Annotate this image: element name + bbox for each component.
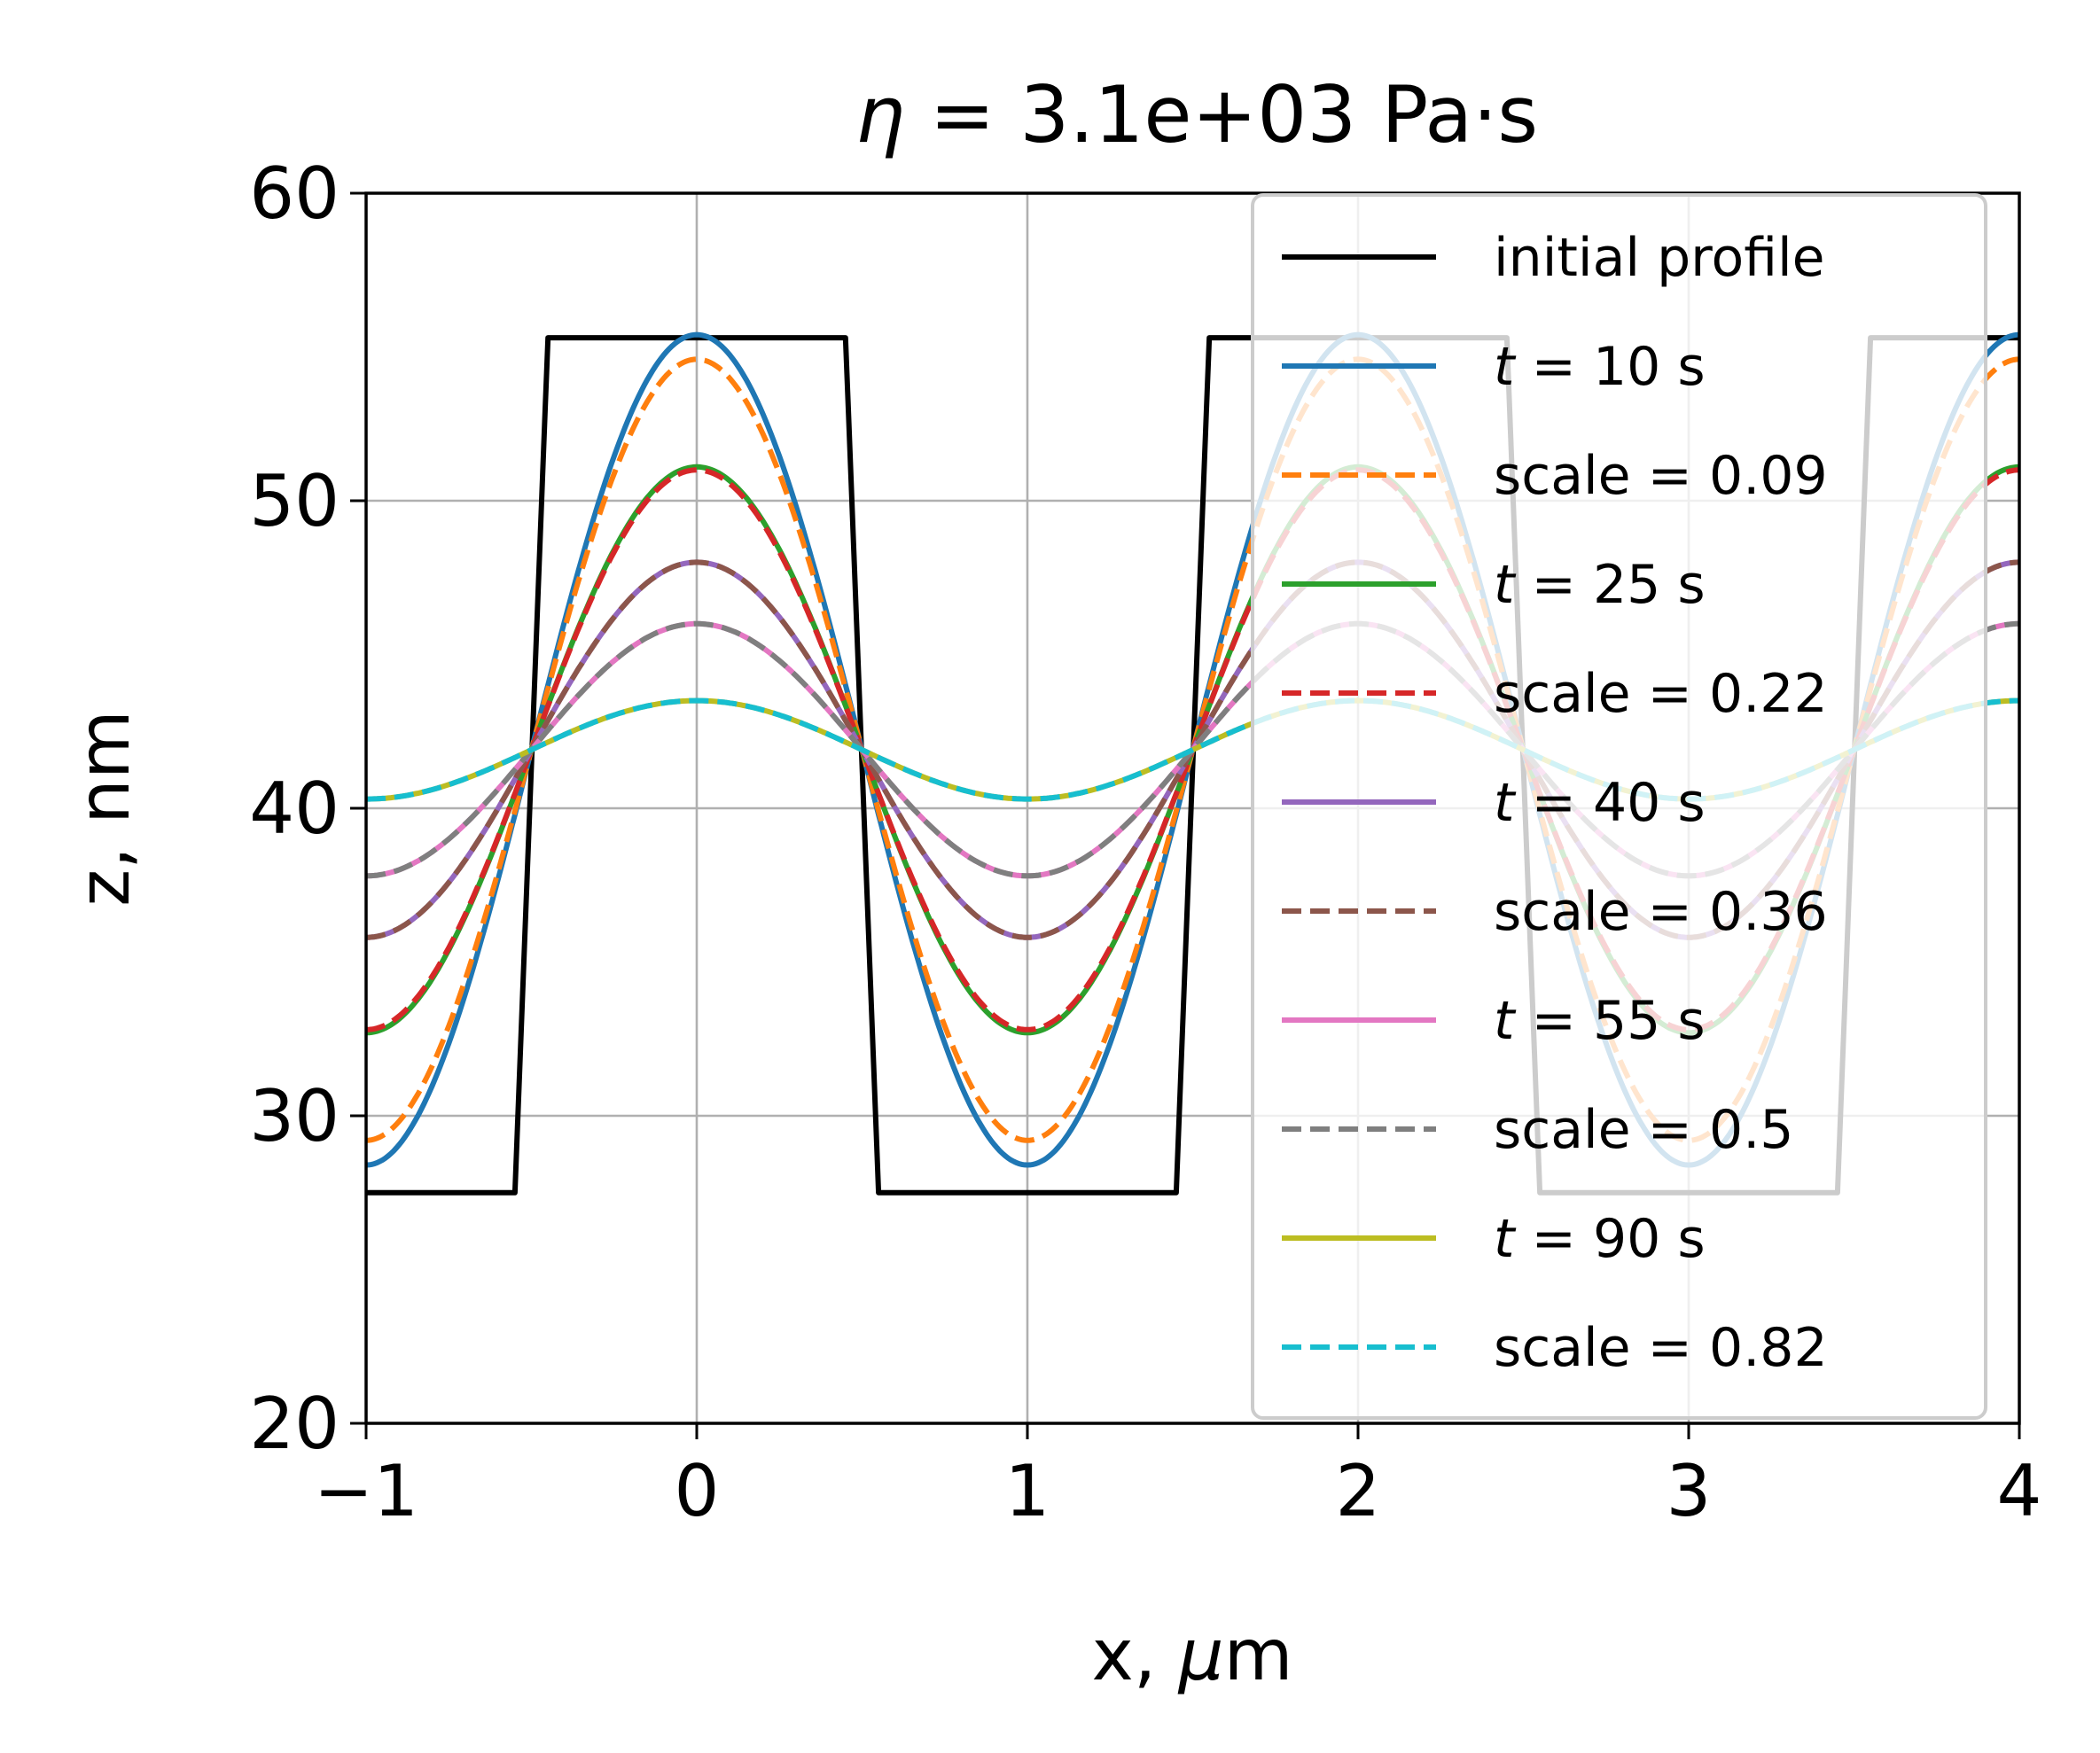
- legend-label: t = 55 s: [1494, 990, 1706, 1052]
- legend-label: t = 10 s: [1494, 336, 1706, 398]
- legend: initial profile t = 10 s scale = 0.09 t = 2…: [1251, 193, 1987, 1420]
- x-tick-label: 2: [1336, 1450, 1381, 1532]
- chart-title: η = 3.1e+03 Pa·s: [855, 69, 1538, 160]
- legend-label: scale = 0.22: [1494, 663, 1828, 725]
- y-tick-label: 40: [249, 767, 340, 850]
- legend-label: scale = 0.82: [1494, 1317, 1828, 1379]
- legend-label: scale = 0.09: [1494, 445, 1828, 507]
- x-tick-label: 0: [675, 1450, 720, 1532]
- x-tick-label: 3: [1667, 1450, 1712, 1532]
- axis-ticks: −1 0 1 2 3 4 20 30 40 50 60: [249, 152, 2041, 1532]
- legend-label: t = 90 s: [1494, 1208, 1706, 1270]
- legend-label: scale = 0.36: [1494, 881, 1828, 943]
- y-tick-label: 60: [249, 152, 340, 235]
- y-tick-label: 50: [249, 460, 340, 542]
- legend-label: initial profile: [1494, 227, 1825, 289]
- y-axis-label: z, nm: [63, 710, 145, 906]
- legend-label: t = 40 s: [1494, 772, 1706, 834]
- x-tick-label: 4: [1997, 1450, 2042, 1532]
- y-tick-label: 20: [249, 1383, 340, 1465]
- y-tick-label: 30: [249, 1075, 340, 1157]
- legend-box: [1251, 193, 1987, 1420]
- legend-label: t = 25 s: [1494, 554, 1706, 616]
- x-tick-label: 1: [1005, 1450, 1050, 1532]
- x-axis-label: x, μm: [1091, 1614, 1292, 1696]
- x-tick-label: −1: [314, 1450, 418, 1532]
- legend-label: scale = 0.5: [1494, 1099, 1793, 1161]
